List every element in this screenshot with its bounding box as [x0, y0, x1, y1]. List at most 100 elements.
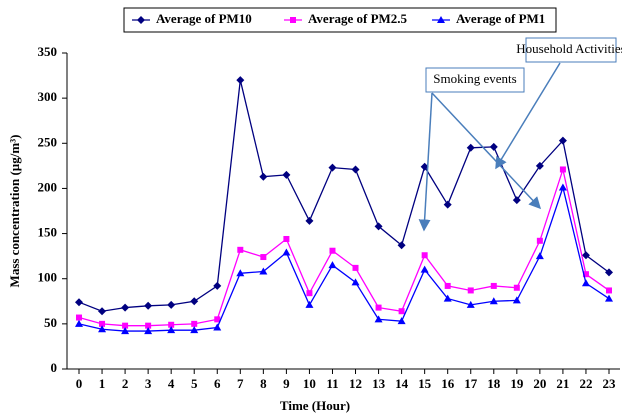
- x-tick-label: 6: [214, 376, 221, 391]
- y-tick-label: 50: [44, 315, 57, 330]
- x-tick-label: 13: [372, 376, 386, 391]
- marker: [306, 290, 313, 297]
- marker: [513, 284, 520, 291]
- legend: Average of PM10 Average of PM2.5 Average o…: [132, 11, 545, 26]
- x-tick-label: 19: [510, 376, 524, 391]
- marker: [121, 303, 130, 312]
- marker: [290, 17, 296, 23]
- marker: [351, 278, 360, 286]
- marker: [328, 261, 337, 269]
- marker: [512, 196, 521, 205]
- marker: [558, 136, 567, 145]
- marker: [420, 162, 429, 171]
- marker: [214, 316, 221, 323]
- marker: [75, 319, 83, 327]
- x-tick-label: 17: [464, 376, 478, 391]
- marker: [581, 279, 590, 287]
- marker: [420, 265, 429, 273]
- marker: [437, 16, 445, 23]
- y-tick-label: 250: [38, 134, 58, 149]
- marker: [122, 322, 129, 329]
- annotation-box: [525, 37, 617, 63]
- annotation-box: [425, 67, 525, 93]
- x-tick-label: 18: [487, 376, 501, 391]
- marker: [536, 237, 543, 244]
- marker: [535, 161, 544, 170]
- marker: [558, 183, 567, 191]
- marker: [374, 315, 383, 323]
- marker: [259, 267, 268, 275]
- series-line: [78, 166, 610, 327]
- y-axis-label: Mass concentration (µg/m³): [7, 135, 22, 288]
- y-tick-label: 0: [51, 360, 58, 375]
- marker: [282, 170, 291, 179]
- y-tick-label: 350: [38, 44, 58, 59]
- x-tick-label: 20: [533, 376, 546, 391]
- marker: [467, 287, 474, 294]
- marker: [121, 327, 130, 335]
- y-tick-label: 300: [38, 89, 58, 104]
- marker: [237, 246, 244, 253]
- marker: [398, 308, 405, 315]
- marker: [137, 16, 145, 24]
- x-tick-label: 8: [260, 376, 267, 391]
- x-tick-label: 12: [349, 376, 362, 391]
- marker: [282, 248, 291, 256]
- y-tick-label: 150: [38, 225, 58, 240]
- marker: [305, 216, 314, 225]
- marker: [489, 297, 498, 305]
- marker: [581, 251, 590, 260]
- marker: [144, 301, 153, 310]
- marker: [605, 294, 613, 302]
- marker: [329, 247, 336, 254]
- marker: [190, 297, 199, 306]
- series-line: [78, 185, 610, 332]
- marker: [98, 307, 107, 316]
- annotation: Smoking events: [433, 71, 516, 86]
- x-tick-label: 23: [603, 376, 617, 391]
- y-tick-label: 200: [38, 179, 58, 194]
- legend-label: Average of PM1: [456, 11, 545, 26]
- arrow: [431, 92, 542, 210]
- marker: [328, 163, 337, 172]
- marker: [490, 282, 497, 289]
- marker: [421, 252, 428, 259]
- legend-box: [123, 7, 557, 33]
- marker: [167, 326, 176, 334]
- marker: [512, 296, 521, 304]
- x-tick-label: 9: [283, 376, 290, 391]
- marker: [167, 300, 176, 309]
- annotation: Household Activities: [516, 41, 622, 56]
- marker: [305, 300, 314, 308]
- legend-label: Average of PM10: [156, 11, 252, 26]
- marker: [535, 252, 544, 260]
- arrow: [418, 92, 433, 232]
- marker: [352, 264, 359, 271]
- x-tick-label: 11: [326, 376, 338, 391]
- marker: [375, 304, 382, 311]
- marker: [99, 320, 106, 327]
- x-tick-label: 2: [122, 376, 129, 391]
- marker: [606, 287, 612, 294]
- marker: [605, 268, 613, 277]
- x-tick-label: 1: [99, 376, 106, 391]
- marker: [145, 322, 152, 329]
- x-tick-label: 10: [303, 376, 316, 391]
- marker: [191, 320, 198, 327]
- x-tick-label: 16: [441, 376, 455, 391]
- arrow: [495, 62, 561, 170]
- x-tick-label: 4: [168, 376, 175, 391]
- marker: [443, 200, 452, 209]
- marker: [489, 142, 498, 151]
- marker: [98, 325, 107, 333]
- y-tick-label: 100: [38, 270, 58, 285]
- marker: [75, 298, 83, 307]
- marker: [76, 314, 82, 321]
- marker: [351, 165, 360, 174]
- marker: [466, 143, 475, 152]
- marker: [260, 254, 267, 261]
- marker: [559, 166, 566, 173]
- marker: [213, 323, 222, 331]
- marker: [213, 281, 222, 290]
